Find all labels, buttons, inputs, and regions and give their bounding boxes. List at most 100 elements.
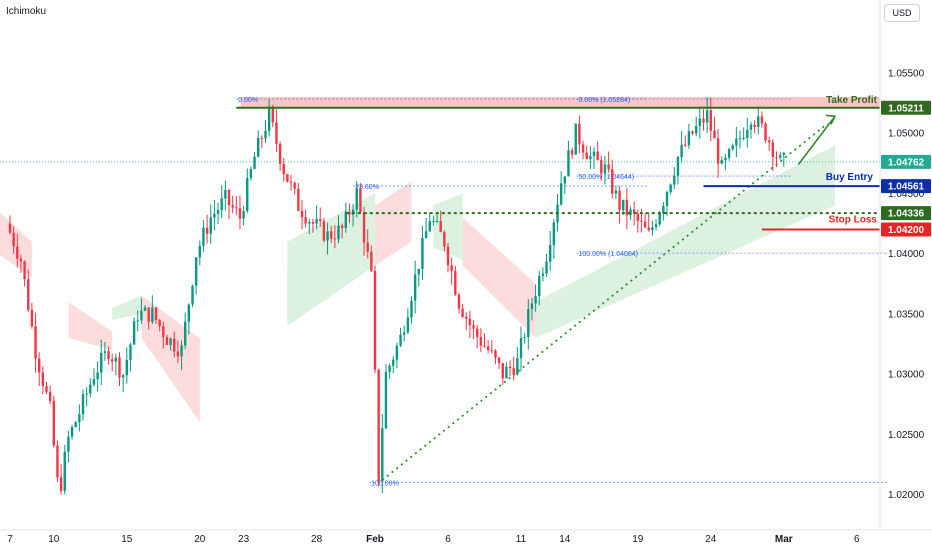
candle-body bbox=[479, 337, 483, 346]
candle-body bbox=[147, 307, 150, 322]
cloud-segment-bull bbox=[287, 193, 375, 326]
level-labels: Take Profit Buy Entry Stop Loss bbox=[826, 95, 878, 226]
candle-body bbox=[286, 174, 289, 182]
candle-body bbox=[611, 169, 614, 194]
candle-body bbox=[311, 222, 315, 224]
candle-body bbox=[162, 326, 165, 338]
candle-body bbox=[300, 210, 304, 218]
price-tick-label: 1.05500 bbox=[888, 69, 925, 80]
candle-body bbox=[567, 150, 570, 177]
candle-body bbox=[227, 190, 231, 206]
candle-body bbox=[684, 144, 687, 146]
candle-body bbox=[552, 222, 556, 246]
candle-body bbox=[348, 211, 351, 215]
candle-body bbox=[622, 199, 625, 211]
current-price-value: 1.04762 bbox=[888, 157, 925, 168]
candle-body bbox=[417, 269, 420, 275]
candle-body bbox=[432, 221, 435, 223]
candle-body bbox=[224, 190, 227, 199]
candle-body bbox=[319, 219, 322, 221]
candle-body bbox=[658, 213, 661, 225]
fib-label-left: 100.00% bbox=[371, 480, 399, 487]
candle-body bbox=[92, 379, 96, 385]
candle-body bbox=[592, 151, 596, 157]
candle-body bbox=[538, 275, 541, 297]
price-tick-label: 1.02000 bbox=[888, 490, 925, 501]
candle-body bbox=[439, 220, 442, 233]
candle-body bbox=[191, 285, 194, 305]
candle-body bbox=[395, 345, 399, 360]
candle-body bbox=[23, 261, 26, 280]
candle-body bbox=[676, 157, 680, 176]
currency-button[interactable]: USD bbox=[884, 4, 920, 22]
candle-body bbox=[213, 213, 216, 218]
time-tick-label: 15 bbox=[121, 534, 133, 545]
candle-body bbox=[399, 334, 402, 346]
candle-body bbox=[618, 190, 621, 211]
candle-body bbox=[476, 328, 479, 338]
candle-body bbox=[78, 414, 81, 423]
candle-body bbox=[596, 151, 599, 161]
candle-body bbox=[570, 150, 574, 155]
candle-body bbox=[413, 274, 417, 301]
candle-body bbox=[275, 122, 278, 144]
price-tick-label: 1.02500 bbox=[888, 430, 925, 441]
candle-body bbox=[424, 231, 428, 239]
candle-body bbox=[640, 220, 643, 222]
candle-body bbox=[768, 140, 771, 143]
candle-body bbox=[782, 153, 785, 155]
time-tick-label: 10 bbox=[48, 534, 60, 545]
candle-body bbox=[545, 261, 548, 274]
fib-label-right: 0.00% (1.05284) bbox=[578, 97, 630, 104]
candle-body bbox=[242, 211, 245, 219]
candle-body bbox=[377, 369, 380, 482]
candle-body bbox=[749, 124, 753, 130]
candle-body bbox=[158, 319, 161, 327]
candle-body bbox=[34, 326, 37, 359]
candle-body bbox=[209, 217, 212, 234]
candle-body bbox=[176, 351, 180, 357]
candle-body bbox=[465, 316, 468, 319]
candle-body bbox=[662, 205, 665, 214]
time-tick-label: 19 bbox=[632, 534, 644, 545]
candle-body bbox=[107, 351, 110, 360]
candle-body bbox=[282, 163, 285, 175]
candle-body bbox=[534, 296, 537, 304]
candle-body bbox=[724, 157, 727, 161]
candle-body bbox=[574, 123, 577, 155]
candle-body bbox=[308, 222, 311, 224]
resistance-zone bbox=[240, 97, 880, 108]
candle-body bbox=[111, 359, 114, 362]
candle-body bbox=[293, 182, 296, 189]
candle-body bbox=[121, 375, 125, 378]
stop-loss-label: Stop Loss bbox=[829, 215, 878, 226]
candle-body bbox=[326, 231, 329, 241]
candle-body bbox=[129, 344, 132, 360]
candle-body bbox=[257, 137, 260, 157]
candle-body bbox=[355, 188, 358, 210]
candle-body bbox=[454, 271, 457, 295]
cloud-segment-bear bbox=[0, 212, 32, 278]
candle-body bbox=[370, 251, 373, 271]
candle-body bbox=[231, 205, 234, 208]
buy-entry-badge bbox=[881, 179, 931, 194]
stop-loss-value: 1.04200 bbox=[888, 225, 925, 236]
candle-body bbox=[304, 217, 307, 224]
candle-body bbox=[67, 436, 70, 452]
candle-body bbox=[695, 126, 698, 134]
candle-body bbox=[501, 363, 504, 379]
candle-body bbox=[114, 357, 118, 362]
fibonacci-levels: 0.00% 23.60% 100.00% 0.00% (1.05284) 50.00% … bbox=[236, 97, 888, 487]
candle-body bbox=[297, 188, 300, 211]
candle-body bbox=[687, 131, 691, 146]
support-value: 1.04336 bbox=[888, 209, 925, 220]
candle-body bbox=[757, 116, 760, 127]
candle-body bbox=[337, 225, 340, 240]
candle-body bbox=[140, 310, 143, 321]
candle-body bbox=[760, 116, 764, 124]
candle-body bbox=[169, 338, 172, 345]
support-badge bbox=[881, 206, 931, 221]
candle-body bbox=[716, 138, 720, 164]
candle-body bbox=[246, 177, 249, 212]
